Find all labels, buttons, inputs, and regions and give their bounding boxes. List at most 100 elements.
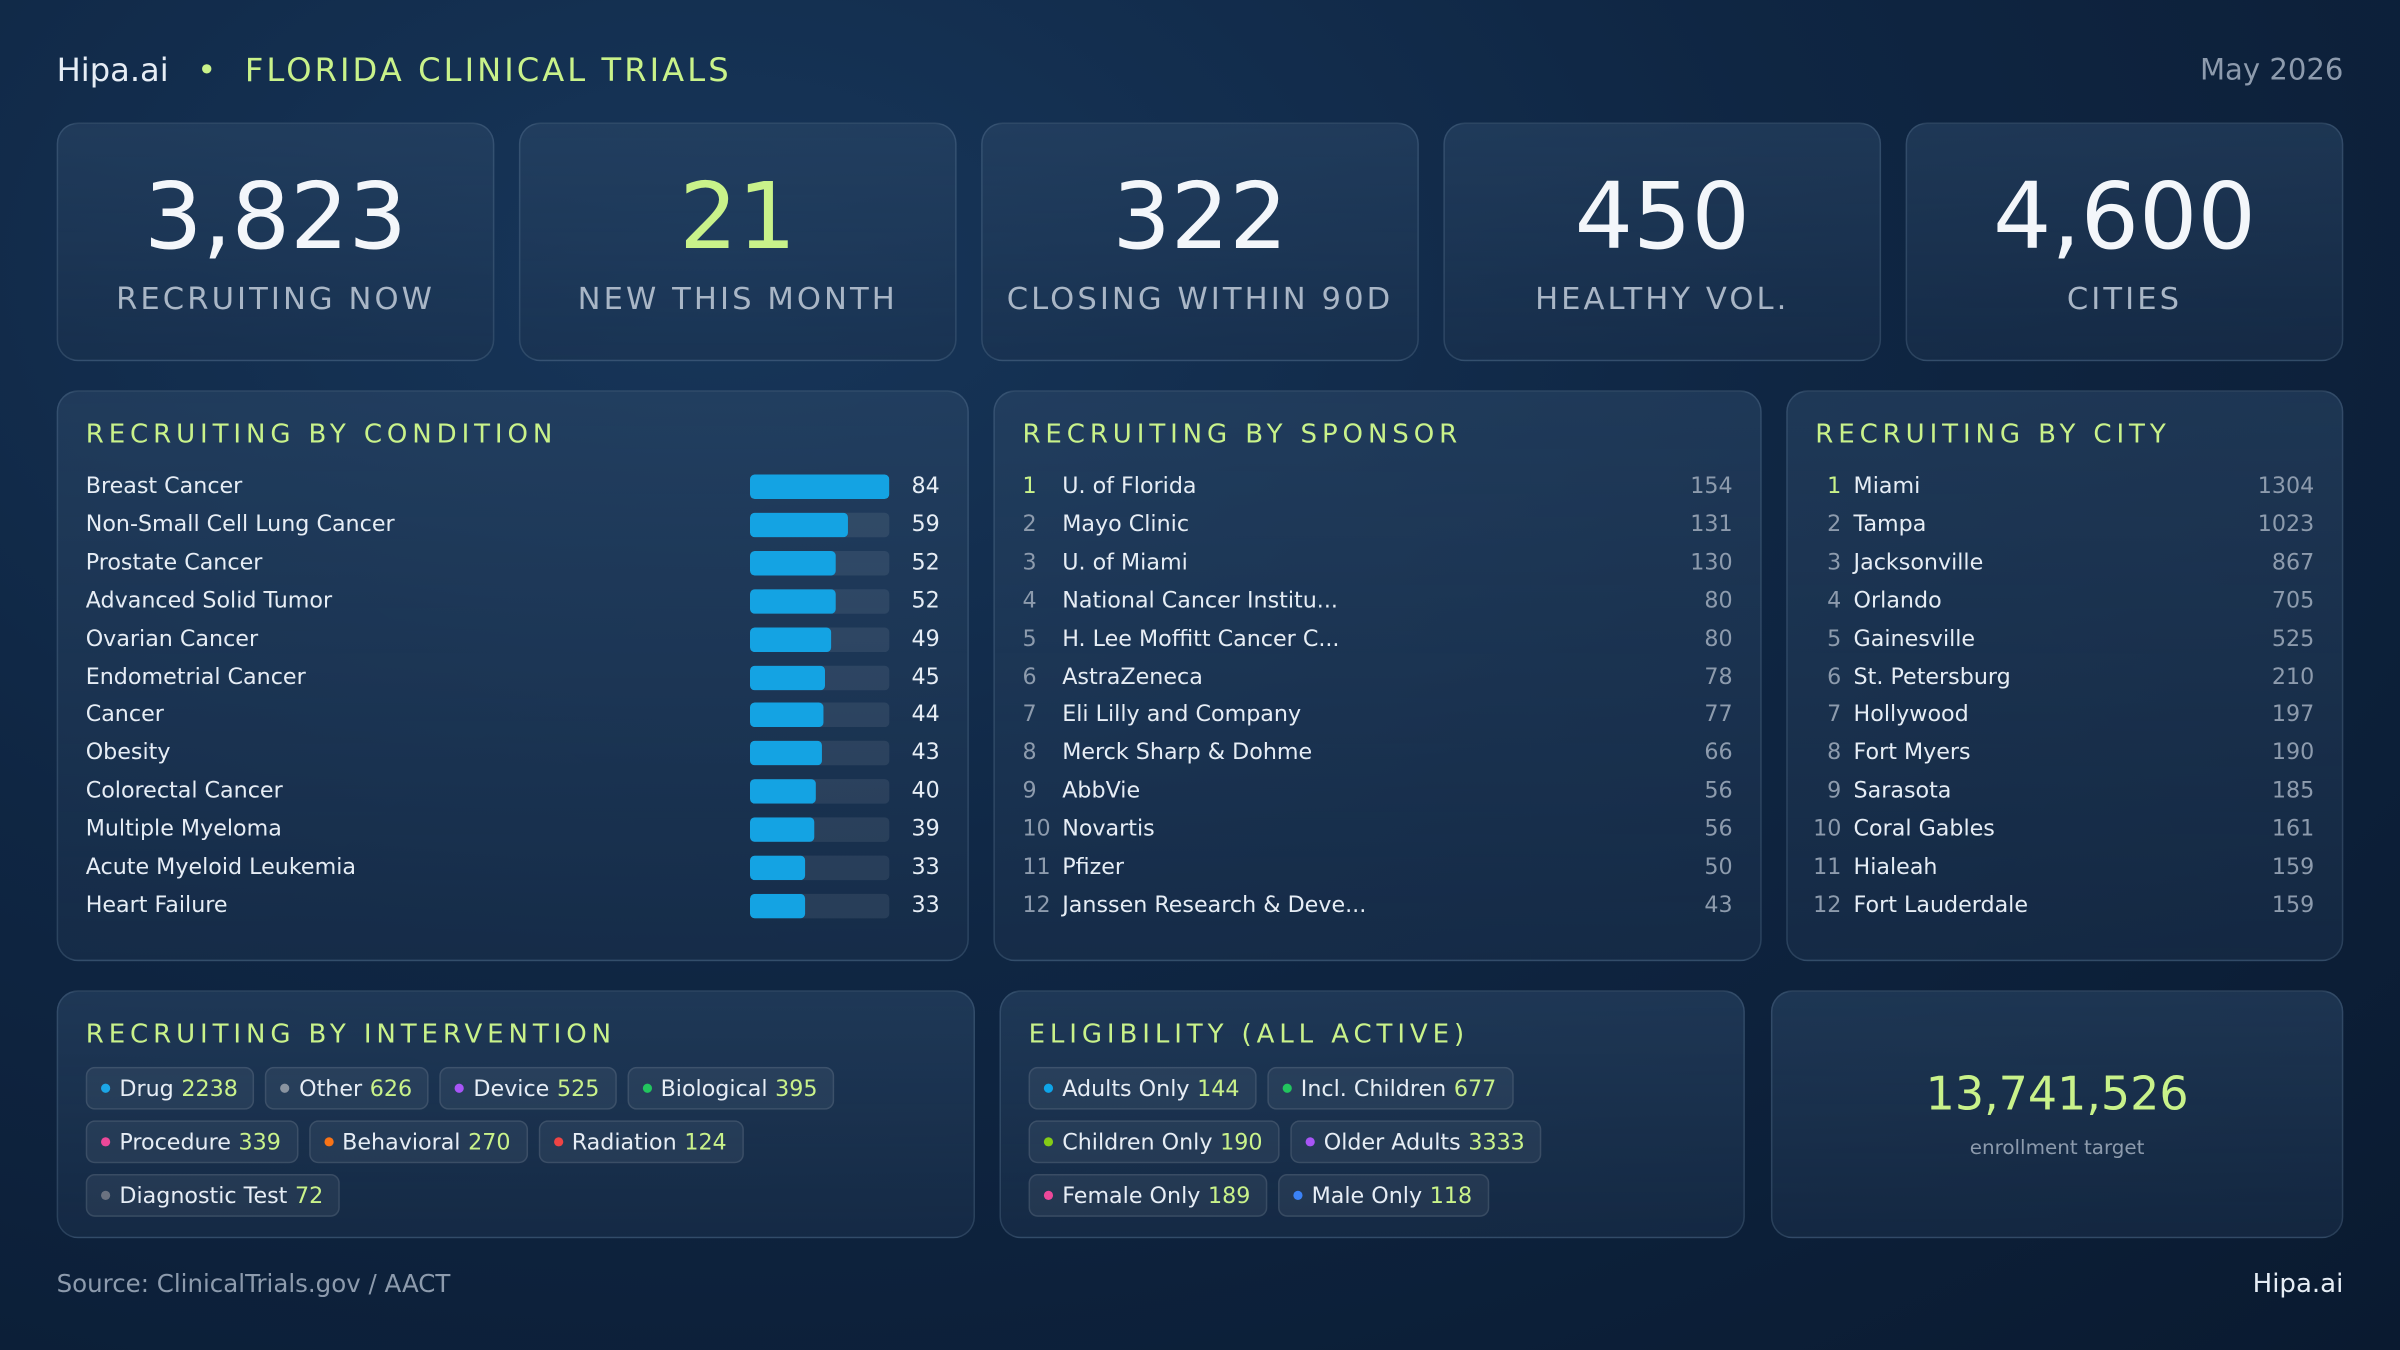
sponsor-name: H. Lee Moffitt Cancer C... <box>1062 626 1340 652</box>
bar-track <box>749 665 890 690</box>
rank: 2 <box>1827 512 1842 538</box>
chip-name: Children Only <box>1062 1131 1213 1156</box>
chip-name: Device <box>473 1077 550 1103</box>
chip-value: 677 <box>1453 1077 1497 1103</box>
city-value: 210 <box>2271 665 2315 690</box>
condition-name: Multiple Myeloma <box>85 817 282 842</box>
chip-list: Adults Only 144 Incl. Children 677 Children … <box>1028 1066 1728 1217</box>
city-name: St. Petersburg <box>1853 665 2011 690</box>
rank: 8 <box>1827 741 1842 766</box>
sponsor-name: AbbVie <box>1062 779 1141 804</box>
chip: Male Only 118 <box>1277 1173 1489 1217</box>
chip-name: Adults Only <box>1062 1077 1190 1103</box>
bar <box>749 550 837 576</box>
sponsor-name: Merck Sharp & Dohme <box>1062 741 1313 766</box>
chip-dot <box>101 1083 111 1093</box>
bar <box>749 779 817 804</box>
kpi-label: NEW THIS MONTH <box>577 280 898 317</box>
chip: Other 626 <box>265 1066 430 1110</box>
condition-value: 59 <box>911 512 940 538</box>
panel-title: RECRUITING BY INTERVENTION <box>85 1019 616 1050</box>
city-name: Sarasota <box>1853 779 1952 804</box>
city-name: Tampa <box>1853 512 1927 538</box>
chip-value: 118 <box>1429 1184 1473 1210</box>
brand: Hipa.ai <box>56 52 169 89</box>
sponsor-value: 80 <box>1704 588 1733 614</box>
kpi-card: 322 CLOSING WITHIN 90D <box>981 122 1419 362</box>
bar-track <box>749 779 890 804</box>
rank: 6 <box>1827 665 1842 690</box>
condition-value: 39 <box>911 817 940 842</box>
chip-name: Diagnostic Test <box>119 1184 288 1210</box>
bar-track <box>749 741 890 766</box>
sponsor-value: 43 <box>1704 893 1733 919</box>
condition-value: 33 <box>911 893 940 919</box>
chip: Female Only 189 <box>1028 1173 1268 1217</box>
city-value: 159 <box>2271 855 2315 881</box>
kpi-value: 450 <box>1574 163 1750 271</box>
condition-value: 40 <box>911 779 940 804</box>
bar-track <box>749 588 890 614</box>
city-value: 867 <box>2271 550 2315 576</box>
chip: Diagnostic Test 72 <box>85 1173 341 1217</box>
rank: 8 <box>1022 741 1037 766</box>
bar <box>749 626 832 652</box>
city-value: 190 <box>2271 741 2315 766</box>
kpi-card: 4,600 CITIES <box>1905 122 2344 362</box>
chip-dot <box>1293 1190 1303 1200</box>
chip-dot <box>1043 1083 1054 1093</box>
chip-value: 190 <box>1220 1131 1263 1156</box>
sponsor-value: 78 <box>1704 665 1733 690</box>
sponsor-value: 66 <box>1704 741 1733 766</box>
eligibility-panel: ELIGIBILITY (ALL ACTIVE) Adults Only 144 I… <box>999 990 1745 1239</box>
chip-name: Older Adults <box>1323 1131 1461 1156</box>
city-panel: RECRUITING BY CITY 1 Miami 1304 2 Tampa 1023 3… <box>1786 390 2344 962</box>
bar <box>749 741 822 766</box>
condition-name: Colorectal Cancer <box>85 779 283 804</box>
bar-track <box>749 817 890 842</box>
condition-name: Heart Failure <box>85 893 228 919</box>
rank: 10 <box>1813 817 1842 842</box>
enrollment-panel: 13,741,526 enrollment target <box>1770 990 2344 1239</box>
city-name: Fort Myers <box>1853 741 1971 766</box>
kpi-label: HEALTHY VOL. <box>1535 280 1790 317</box>
footer-brand: Hipa.ai <box>2252 1268 2344 1300</box>
condition-value: 52 <box>911 550 940 576</box>
chip: Biological 395 <box>626 1066 835 1110</box>
bar-track <box>749 550 890 576</box>
chip: Drug 2238 <box>85 1066 255 1110</box>
sponsor-name: U. of Miami <box>1062 550 1188 576</box>
enrollment-label: enrollment target <box>1969 1137 2145 1161</box>
city-name: Gainesville <box>1853 626 1976 652</box>
condition-value: 44 <box>911 703 940 728</box>
sponsor-value: 131 <box>1690 512 1733 538</box>
sponsor-name: Pfizer <box>1062 855 1125 881</box>
kpi-value: 4,600 <box>1993 163 2256 271</box>
city-value: 197 <box>2271 703 2315 728</box>
header-title: FLORIDA CLINICAL TRIALS <box>244 52 732 89</box>
chip-value: 395 <box>775 1077 818 1103</box>
city-value: 1023 <box>2257 512 2315 538</box>
city-name: Hollywood <box>1853 703 1969 728</box>
sponsor-name: Eli Lilly and Company <box>1062 703 1302 728</box>
chip-value: 3333 <box>1468 1131 1525 1156</box>
rank: 11 <box>1813 855 1842 881</box>
kpi-label: CLOSING WITHIN 90D <box>1006 280 1394 317</box>
kpi-value: 322 <box>1112 163 1288 271</box>
chip-value: 124 <box>684 1131 727 1156</box>
condition-value: 84 <box>911 474 940 499</box>
condition-name: Advanced Solid Tumor <box>85 588 333 614</box>
chip-value: 525 <box>556 1077 600 1103</box>
chip: Children Only 190 <box>1028 1120 1280 1164</box>
sponsor-panel: RECRUITING BY SPONSOR 1 U. of Florida 154 2… <box>993 390 1762 962</box>
chip: Procedure 339 <box>85 1120 298 1164</box>
kpi-card: 3,823 RECRUITING NOW <box>56 122 495 362</box>
sponsor-value: 80 <box>1704 626 1733 652</box>
condition-value: 43 <box>911 741 940 766</box>
chip-name: Biological <box>660 1077 768 1103</box>
bar <box>749 474 890 499</box>
bar-track <box>749 893 890 919</box>
kpi-value: 21 <box>679 163 797 271</box>
